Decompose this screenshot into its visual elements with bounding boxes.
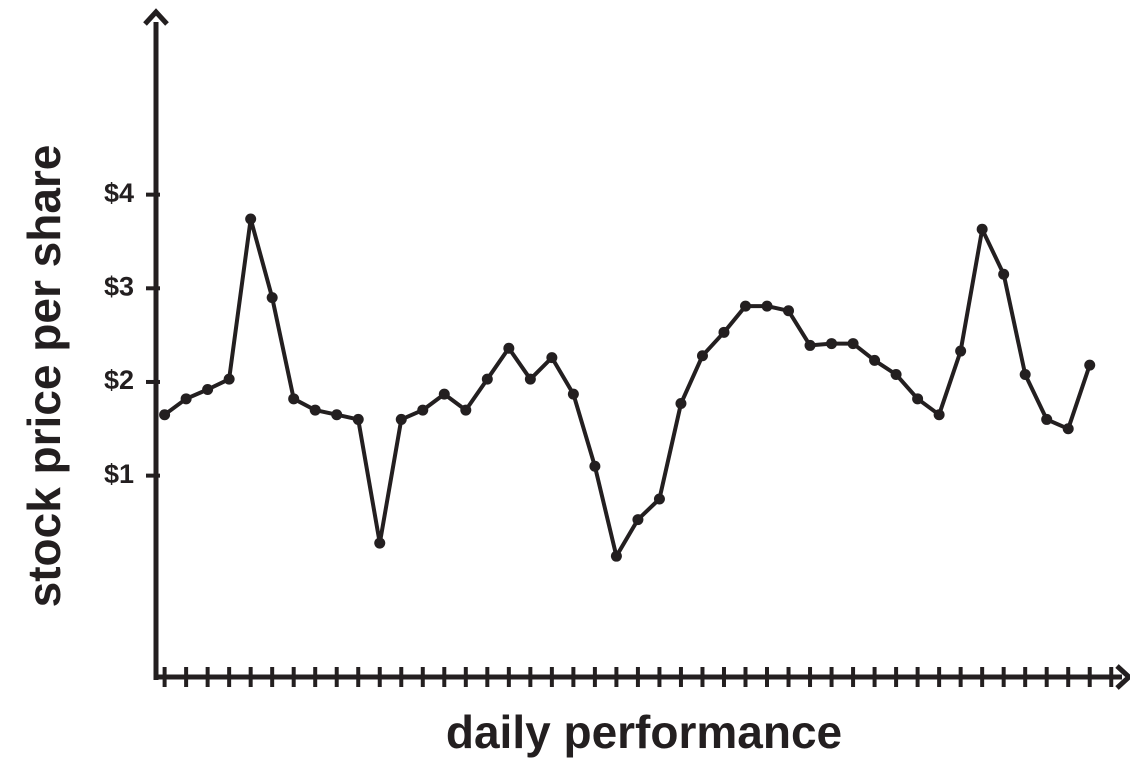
- data-point: [546, 352, 558, 364]
- data-point: [567, 388, 579, 400]
- data-point: [1062, 423, 1074, 435]
- data-point: [374, 537, 386, 549]
- series-group: [159, 213, 1096, 562]
- data-point: [826, 338, 838, 350]
- data-point: [869, 354, 881, 366]
- data-point: [524, 373, 536, 385]
- data-point: [675, 398, 687, 410]
- y-axis-ticks: $1 $2 $3 $4: [104, 178, 160, 489]
- data-point: [998, 268, 1010, 280]
- data-point: [761, 300, 773, 312]
- data-point: [696, 350, 708, 362]
- y-tick-label: $2: [104, 365, 134, 395]
- data-point: [245, 213, 257, 225]
- data-point: [933, 409, 945, 421]
- y-tick-label: $1: [104, 459, 134, 489]
- data-point: [460, 404, 472, 416]
- data-point: [847, 338, 859, 350]
- data-point: [783, 305, 795, 317]
- data-point: [288, 393, 300, 405]
- data-point: [589, 460, 601, 472]
- data-point: [610, 550, 622, 562]
- series-line: [163, 217, 1092, 559]
- data-point: [912, 393, 924, 405]
- y-tick-label: $4: [104, 178, 134, 208]
- data-point: [653, 493, 665, 505]
- data-point: [503, 342, 515, 354]
- data-point: [718, 326, 730, 338]
- data-point: [438, 388, 450, 400]
- data-point: [352, 413, 364, 425]
- x-axis-title: daily performance: [446, 706, 842, 758]
- data-point: [1041, 413, 1053, 425]
- data-point: [223, 373, 235, 385]
- y-axis-arrowhead: [143, 8, 169, 26]
- data-point: [804, 339, 816, 351]
- data-point: [890, 368, 902, 380]
- data-point: [395, 413, 407, 425]
- data-point: [976, 223, 988, 235]
- data-point: [180, 393, 192, 405]
- data-point: [739, 300, 751, 312]
- data-point: [331, 409, 343, 421]
- data-point: [481, 373, 493, 385]
- data-point: [266, 292, 278, 304]
- data-point: [1019, 368, 1031, 380]
- data-point: [1084, 359, 1096, 371]
- x-axis-ticks: [162, 667, 1114, 687]
- data-point: [309, 404, 321, 416]
- data-point: [417, 404, 429, 416]
- x-axis-arrowhead: [1115, 664, 1130, 690]
- data-point: [202, 383, 214, 395]
- data-point: [159, 409, 171, 421]
- y-tick-label: $3: [104, 271, 134, 301]
- data-point: [955, 345, 967, 357]
- y-axis-title: stock price per share: [18, 145, 70, 608]
- data-point: [632, 514, 644, 526]
